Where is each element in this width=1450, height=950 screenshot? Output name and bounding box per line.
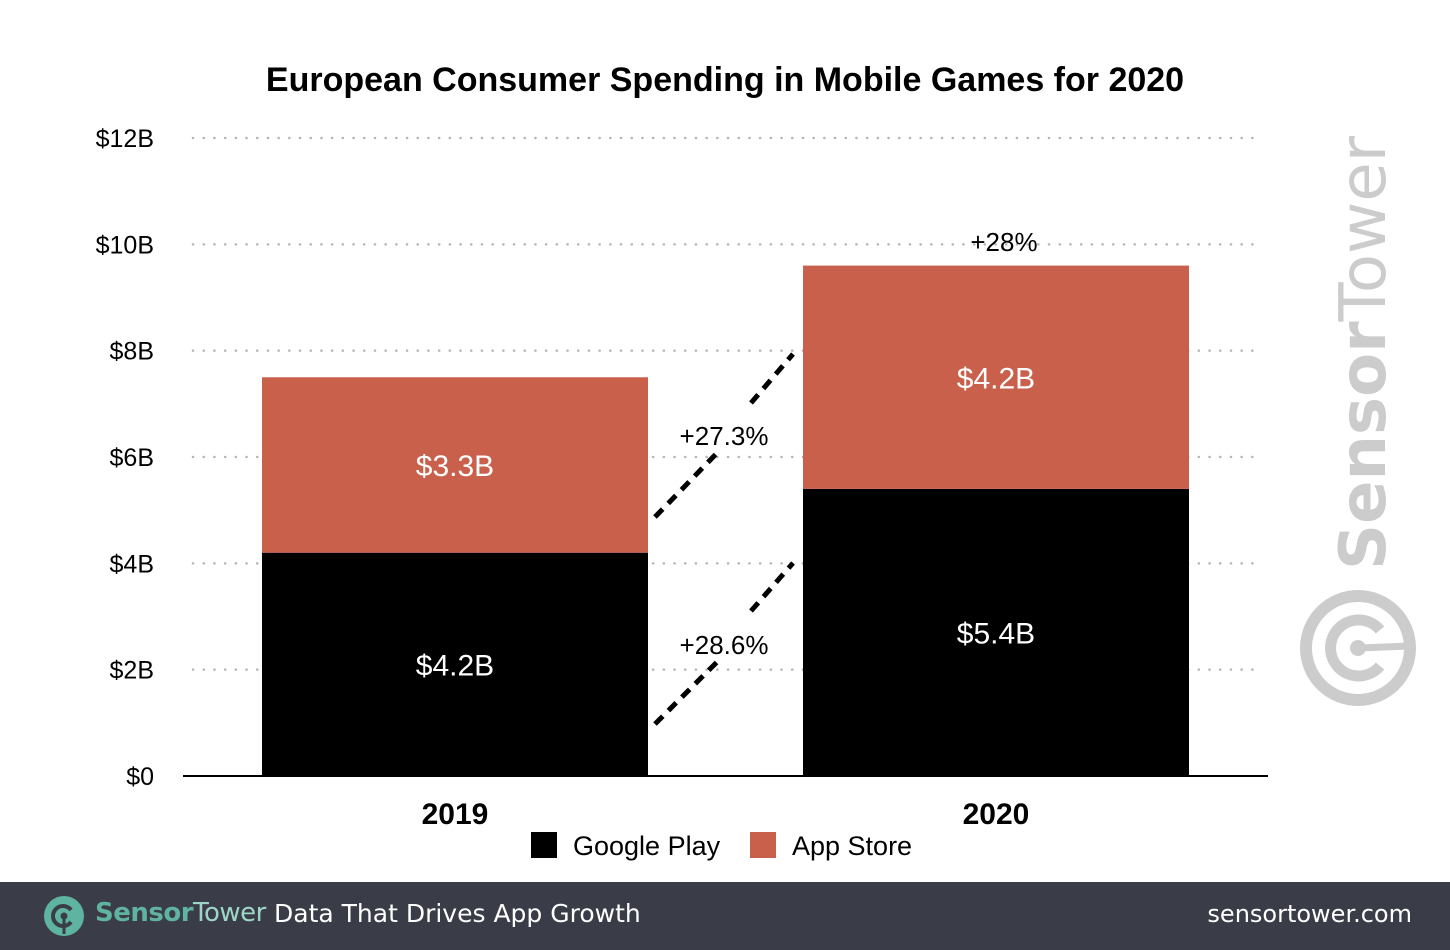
y-tick-label: $8B [110,338,154,366]
annotation-total-growth: +28% [970,227,1037,257]
growth-connectors [653,352,795,726]
y-tick-label: $10B [96,231,154,259]
y-axis-ticks: $0 $2B $4B $6B $8B $10B $12B [96,125,154,791]
sensortower-logo-icon [44,896,84,936]
connector-googleplay-upper [749,561,795,613]
bar-app-store-2020 [803,265,1189,489]
y-tick-label: $12B [96,125,154,153]
legend-label-google-play: Google Play [573,831,721,861]
watermark-logo-icon [1300,590,1416,706]
y-tick-label: $4B [110,550,154,578]
footer-tagline: Data That Drives App Growth [274,899,641,928]
legend-label-app-store: App Store [792,831,912,861]
chart-title: European Consumer Spending in Mobile Gam… [266,61,1184,99]
legend: Google Play App Store [531,831,912,861]
y-tick-label: $0 [126,763,154,791]
grid-lines [191,136,1264,671]
bar-app-store-2019 [262,377,648,553]
annotation-googleplay-growth: +28.6% [680,630,769,660]
bars: $4.2B $3.3B $5.4B $4.2B [262,265,1189,776]
watermark: SensorTower [1300,135,1416,706]
y-tick-label: $6B [110,444,154,472]
footer-brand: SensorTower [95,898,266,928]
footer-url: sensortower.com [1207,900,1412,928]
footer-brand-tower: Tower [193,898,266,928]
footer-brand-sensor: Sensor [95,898,194,928]
x-tick-2020: 2020 [963,798,1030,831]
x-tick-2019: 2019 [422,798,489,831]
bar-value-label: $3.3B [416,450,494,483]
bar-value-label: $4.2B [957,362,1035,395]
annotation-appstore-growth: +27.3% [680,421,769,451]
bar-value-label: $5.4B [957,617,1035,650]
connector-appstore-upper [749,352,795,405]
bar-google-play-2020 [803,488,1189,776]
legend-swatch-app-store [750,832,776,858]
watermark-text: SensorTower [1327,135,1401,570]
connector-appstore-lower [653,450,720,519]
chart: European Consumer Spending in Mobile Gam… [96,61,1416,861]
bar-value-label: $4.2B [416,649,494,682]
bar-google-play-2019 [262,552,648,776]
y-tick-label: $2B [110,657,154,685]
footer-bar: SensorTower Data That Drives App Growth … [0,882,1450,950]
legend-swatch-google-play [531,832,557,858]
connector-googleplay-lower [653,659,720,726]
